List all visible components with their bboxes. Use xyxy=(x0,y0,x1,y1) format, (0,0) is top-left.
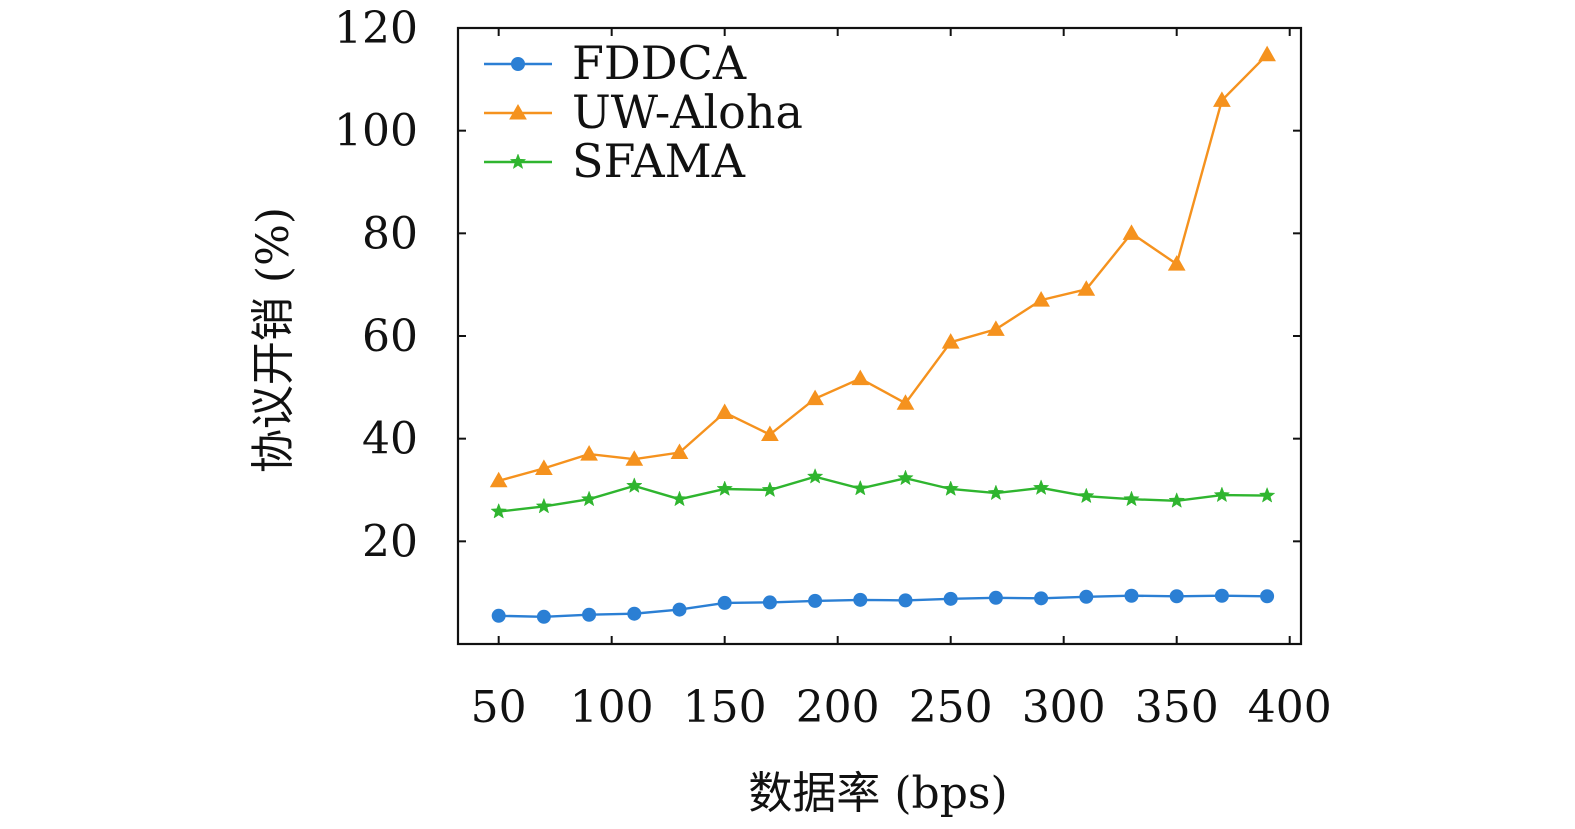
data-point-sfama xyxy=(671,490,688,507)
y-tick-label: 100 xyxy=(334,106,418,157)
data-point-sfama xyxy=(1078,487,1095,504)
legend-marker xyxy=(509,103,527,120)
data-point-sfama xyxy=(490,502,507,519)
data-point-fddca xyxy=(1124,588,1139,603)
legend-marker xyxy=(511,57,525,71)
data-point-fddca xyxy=(988,590,1003,605)
data-point-fddca xyxy=(582,607,597,622)
data-point-sfama xyxy=(580,490,598,507)
data-point-sfama xyxy=(806,468,824,484)
data-point-fddca xyxy=(898,593,913,608)
data-point-sfama xyxy=(1168,492,1185,508)
data-point-fddca xyxy=(1214,588,1229,603)
series-uw-aloha xyxy=(489,45,1276,488)
data-point-uw-aloha xyxy=(580,445,598,461)
x-tick-label: 200 xyxy=(796,682,880,733)
y-tick-label: 40 xyxy=(362,414,418,465)
data-point-fddca xyxy=(627,606,642,621)
legend-label: UW-Aloha xyxy=(572,85,803,139)
legend-item-sfama: SFAMA xyxy=(484,134,746,188)
y-tick-label: 20 xyxy=(362,516,418,567)
data-point-uw-aloha xyxy=(761,425,779,442)
data-point-fddca xyxy=(672,602,687,617)
data-point-fddca xyxy=(536,609,551,624)
data-point-uw-aloha xyxy=(1032,291,1050,307)
data-point-sfama xyxy=(716,480,733,496)
data-point-sfama xyxy=(1123,490,1140,507)
series-line-sfama xyxy=(498,475,1268,513)
data-point-sfama xyxy=(852,479,869,496)
data-point-fddca xyxy=(762,595,777,610)
data-point-fddca xyxy=(808,593,823,608)
data-point-fddca xyxy=(1169,589,1184,604)
data-point-uw-aloha xyxy=(806,389,824,406)
x-tick-label: 50 xyxy=(471,682,527,733)
y-tick-label: 60 xyxy=(362,311,418,362)
data-point-uw-aloha xyxy=(1213,91,1231,107)
legend-label: FDDCA xyxy=(572,36,747,90)
data-point-uw-aloha xyxy=(715,403,734,419)
x-tick-label: 250 xyxy=(909,682,993,733)
data-point-fddca xyxy=(491,608,506,623)
legend-item-uw-aloha: UW-Aloha xyxy=(484,85,803,139)
data-point-uw-aloha xyxy=(535,459,553,475)
y-axis-title: 协议开销 (%) xyxy=(248,207,299,473)
data-point-sfama xyxy=(626,477,643,493)
data-point-uw-aloha xyxy=(625,450,644,466)
data-point-sfama xyxy=(1258,486,1276,503)
data-point-sfama xyxy=(942,480,959,496)
x-tick-label: 400 xyxy=(1248,682,1332,733)
data-point-sfama xyxy=(535,497,553,514)
x-axis: 50 100 150 200 250 300 350 400 xyxy=(471,28,1332,733)
data-point-uw-aloha xyxy=(1167,255,1186,271)
legend-label: SFAMA xyxy=(572,134,746,188)
data-point-uw-aloha xyxy=(1077,280,1096,296)
data-point-sfama xyxy=(761,481,779,498)
data-point-sfama xyxy=(1213,486,1231,503)
data-point-uw-aloha xyxy=(489,471,508,488)
y-tick-label: 80 xyxy=(362,208,418,259)
data-point-uw-aloha xyxy=(896,394,915,410)
data-point-uw-aloha xyxy=(987,320,1005,336)
x-tick-label: 350 xyxy=(1135,682,1219,733)
series-fddca xyxy=(491,588,1275,624)
y-axis: 20 40 60 80 100 120 xyxy=(334,3,1301,567)
data-point-fddca xyxy=(1034,591,1049,606)
data-point-uw-aloha xyxy=(1258,45,1276,62)
data-point-fddca xyxy=(853,592,868,607)
legend-marker xyxy=(509,153,527,170)
series-line-fddca xyxy=(498,594,1268,619)
data-point-fddca xyxy=(1260,589,1275,604)
data-point-uw-aloha xyxy=(670,443,689,460)
data-point-fddca xyxy=(1079,589,1094,604)
series-layer xyxy=(489,45,1276,624)
x-tick-label: 100 xyxy=(570,682,654,733)
data-point-uw-aloha xyxy=(1122,224,1141,240)
data-point-fddca xyxy=(943,591,958,606)
x-tick-label: 300 xyxy=(1022,682,1106,733)
legend-item-fddca: FDDCA xyxy=(484,36,747,90)
data-point-sfama xyxy=(1032,479,1050,495)
data-point-fddca xyxy=(717,595,732,610)
y-tick-label: 120 xyxy=(334,3,418,54)
x-tick-label: 150 xyxy=(683,682,767,733)
data-point-sfama xyxy=(987,484,1005,501)
x-axis-title: 数据率 (bps) xyxy=(748,768,1007,819)
data-point-sfama xyxy=(897,469,914,486)
series-sfama xyxy=(490,468,1276,519)
data-point-uw-aloha xyxy=(851,369,870,386)
data-point-uw-aloha xyxy=(941,333,960,349)
